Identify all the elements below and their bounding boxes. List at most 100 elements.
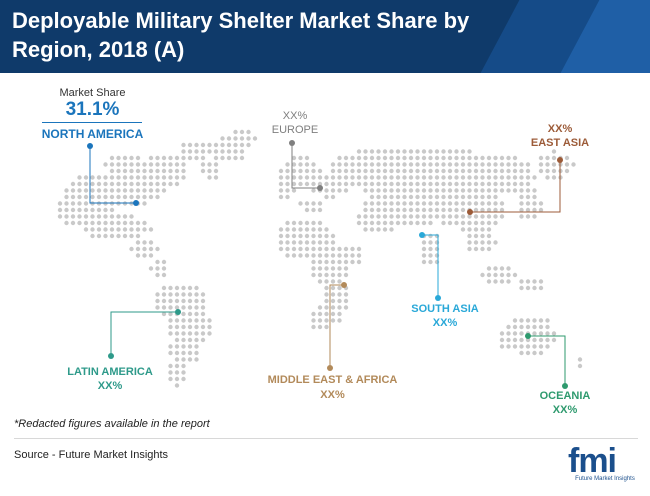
latin-america-label: LATIN AMERICA xyxy=(67,366,153,378)
map-dot xyxy=(96,220,102,226)
map-dot xyxy=(434,233,440,239)
map-dot xyxy=(480,162,485,167)
map-dot xyxy=(291,181,297,187)
map-dot xyxy=(493,181,498,187)
map-dot xyxy=(428,155,433,161)
map-dot xyxy=(337,162,342,167)
map-dot xyxy=(291,162,297,167)
map-dot xyxy=(90,175,95,180)
map-dot xyxy=(428,207,433,213)
map-dot xyxy=(525,318,531,323)
map-dot xyxy=(519,344,524,349)
map-dot xyxy=(148,162,154,167)
map-dot xyxy=(285,175,290,180)
map-dot xyxy=(187,311,193,317)
map-dot xyxy=(155,155,160,161)
latin-america-label-marker xyxy=(108,353,114,359)
map-dot xyxy=(480,220,485,226)
map-dot xyxy=(168,285,173,291)
map-dot xyxy=(480,227,485,232)
map-dot xyxy=(96,175,102,180)
map-dot xyxy=(350,181,355,187)
map-dot xyxy=(278,188,284,193)
map-dot xyxy=(311,318,316,323)
map-dot xyxy=(532,331,537,336)
map-dot xyxy=(194,149,199,154)
map-dot xyxy=(551,155,557,161)
map-dot xyxy=(239,155,245,161)
map-dot xyxy=(473,214,479,219)
map-dot xyxy=(103,233,108,239)
map-dot xyxy=(155,175,160,180)
map-dot xyxy=(233,136,238,141)
map-dot xyxy=(324,292,329,297)
map-dot xyxy=(213,155,219,161)
map-dot xyxy=(278,227,284,232)
map-dot xyxy=(551,168,557,174)
map-dot xyxy=(135,181,141,187)
map-dot xyxy=(330,246,336,252)
map-dot xyxy=(194,344,199,349)
map-dot xyxy=(369,175,375,180)
map-dot xyxy=(161,155,167,161)
map-dot xyxy=(402,175,407,180)
map-dot xyxy=(285,240,290,245)
map-dot xyxy=(428,175,433,180)
map-dot xyxy=(551,337,557,343)
map-dot xyxy=(155,272,160,278)
map-dot xyxy=(402,220,407,226)
map-dot xyxy=(545,331,550,336)
map-dot xyxy=(194,324,199,330)
map-dot xyxy=(90,188,95,193)
map-dot xyxy=(64,194,69,200)
map-dot xyxy=(376,149,381,154)
map-dot xyxy=(493,220,498,226)
map-dot xyxy=(155,181,160,187)
map-dot xyxy=(239,136,245,141)
map-dot xyxy=(499,214,505,219)
map-dot xyxy=(532,350,537,356)
map-dot xyxy=(343,292,349,297)
map-dot xyxy=(434,188,440,193)
map-dot xyxy=(525,207,531,213)
map-dot xyxy=(350,246,355,252)
map-dot xyxy=(337,292,342,297)
map-dot xyxy=(304,253,310,258)
map-dot xyxy=(155,298,160,304)
map-dot xyxy=(493,272,498,278)
map-dot xyxy=(454,162,459,167)
map-dot xyxy=(207,168,212,174)
latin-america-location-marker xyxy=(175,309,181,315)
map-dot xyxy=(317,266,323,271)
map-dot xyxy=(434,207,440,213)
map-dot xyxy=(460,214,466,219)
map-dot xyxy=(194,298,199,304)
map-dot xyxy=(57,207,63,213)
map-dot xyxy=(434,175,440,180)
map-dot xyxy=(460,188,466,193)
map-dot xyxy=(278,168,284,174)
map-dot xyxy=(512,272,518,278)
map-dot xyxy=(337,285,342,291)
map-dot xyxy=(83,220,89,226)
map-dot xyxy=(291,233,297,239)
map-dot xyxy=(174,175,180,180)
map-dot xyxy=(519,214,524,219)
map-dot xyxy=(187,285,193,291)
map-dot xyxy=(135,233,141,239)
map-dot xyxy=(512,188,518,193)
map-dot xyxy=(519,318,524,323)
header-banner: Deployable Military Shelter Market Share… xyxy=(0,0,650,73)
map-dot xyxy=(525,344,531,349)
map-dot xyxy=(356,246,362,252)
map-dot xyxy=(460,175,466,180)
map-dot xyxy=(441,214,446,219)
map-dot xyxy=(330,272,336,278)
map-dot xyxy=(155,194,160,200)
map-dot xyxy=(116,181,121,187)
map-dot xyxy=(421,240,427,245)
map-dot xyxy=(116,162,121,167)
middle-east-africa-label: MIDDLE EAST & AFRICA xyxy=(267,374,398,386)
map-dot xyxy=(415,207,420,213)
map-dot xyxy=(493,240,498,245)
